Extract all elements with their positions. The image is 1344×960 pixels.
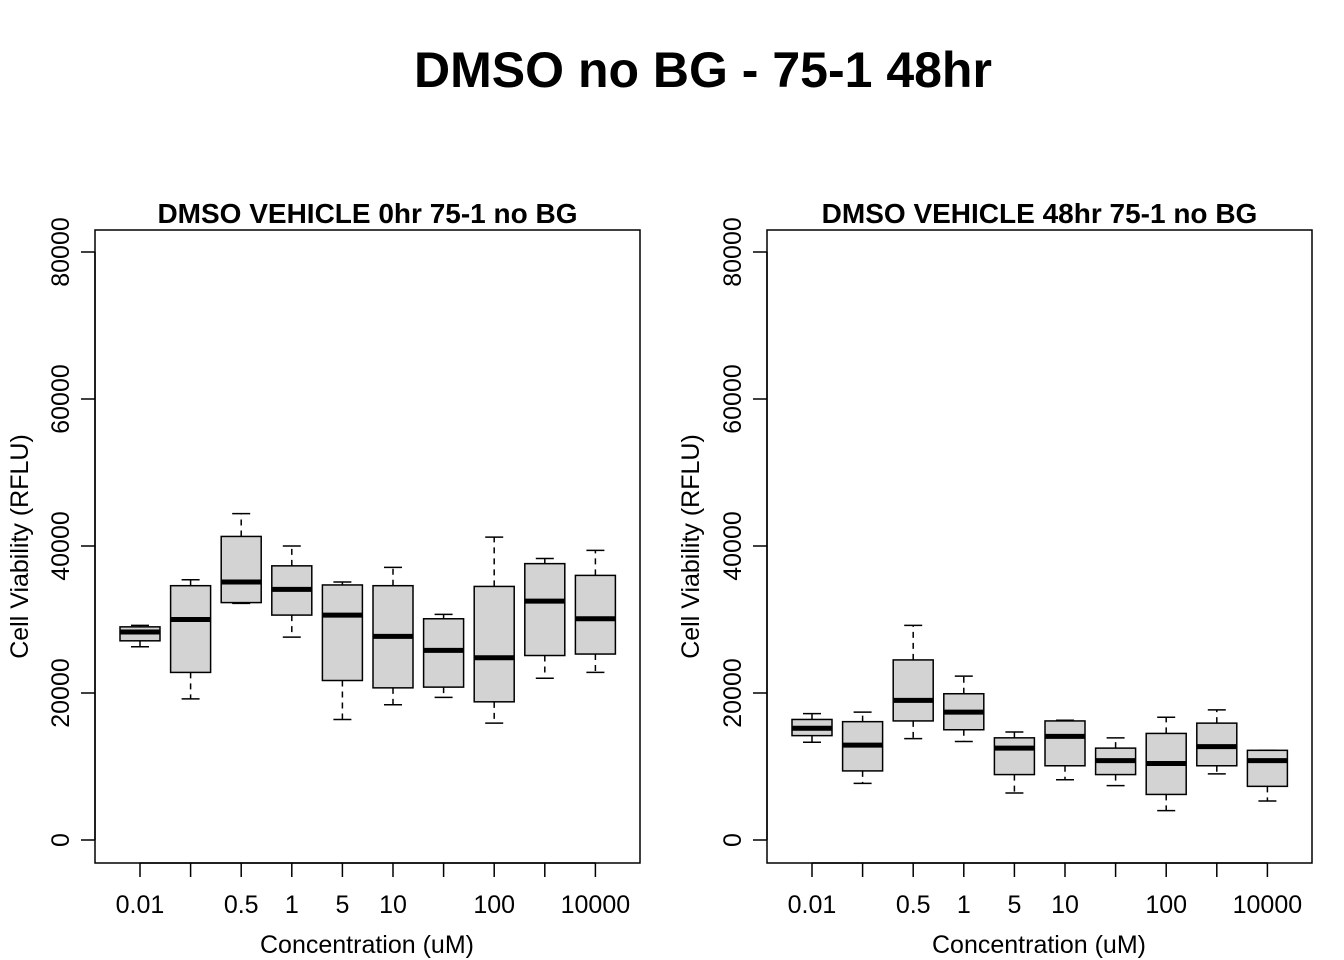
box-7 [473,536,515,724]
y-axis-label: Cell Viability (RFLU) [677,434,705,659]
box-1 [841,711,884,785]
box-3 [943,675,985,743]
y-tick-label: 80000 [719,217,747,287]
iqr-box [574,574,617,655]
plot-frame [94,229,641,864]
box-8 [1196,709,1238,775]
iqr-box [993,737,1036,776]
box-8 [524,557,566,680]
x-tick-label: 5 [1007,891,1021,919]
box-9 [574,549,617,674]
x-tick-label: 10000 [561,891,631,919]
y-tick-label: 0 [47,833,75,847]
box-6 [422,613,465,699]
iqr-box [1246,749,1289,788]
box-9 [1246,749,1289,802]
iqr-box [321,584,364,682]
x-tick-label: 1 [957,891,971,919]
x-tick-label: 10000 [1233,891,1303,919]
box-2 [220,512,262,605]
box-0 [119,624,161,648]
box-4 [993,731,1036,794]
y-tick-label: 0 [719,833,747,847]
iqr-box [169,584,212,674]
right-panel: DMSO VEHICLE 48hr 75-1 no BG 0 20000 40000 6… [677,198,1313,959]
box-3 [271,545,313,638]
box-5 [372,566,414,706]
box-2 [892,624,934,740]
y-tick-label: 40000 [47,511,75,581]
iqr-box [892,659,934,722]
y-tick-label: 80000 [47,217,75,287]
iqr-box [220,535,262,604]
y-tick-label: 20000 [719,658,747,728]
box-6 [1094,737,1137,787]
y-tick-label: 60000 [719,364,747,434]
iqr-box [1044,720,1086,767]
y-tick-label: 20000 [47,658,75,728]
iqr-box [524,562,566,657]
panel-title: DMSO VEHICLE 48hr 75-1 no BG [822,198,1258,229]
box-1 [169,579,212,700]
iqr-box [422,618,465,688]
x-tick-label: 0.5 [896,891,931,919]
x-tick-label: 10 [379,891,407,919]
x-tick-label: 5 [335,891,349,919]
x-axis-label: Concentration (uM) [932,931,1146,959]
y-tick-label: 40000 [719,511,747,581]
y-axis-label: Cell Viability (RFLU) [6,434,34,659]
x-tick-label: 0.01 [116,891,165,919]
box-7 [1145,716,1187,812]
x-tick-label: 0.5 [224,891,259,919]
y-tick-label: 60000 [47,364,75,434]
figure-title: DMSO no BG - 75-1 48hr [414,42,992,98]
iqr-box [473,585,515,703]
box-0 [791,712,833,743]
box-4 [321,581,364,721]
left-panel: DMSO VEHICLE 0hr 75-1 no BG 0 20000 40000 60… [6,198,641,959]
box-5 [1044,719,1086,781]
x-tick-label: 10 [1051,891,1079,919]
x-axis-label: Concentration (uM) [260,931,474,959]
x-tick-label: 100 [473,891,515,919]
x-tick-label: 100 [1145,891,1187,919]
panel-title: DMSO VEHICLE 0hr 75-1 no BG [157,198,577,229]
x-tick-label: 0.01 [788,891,837,919]
x-tick-label: 1 [285,891,299,919]
